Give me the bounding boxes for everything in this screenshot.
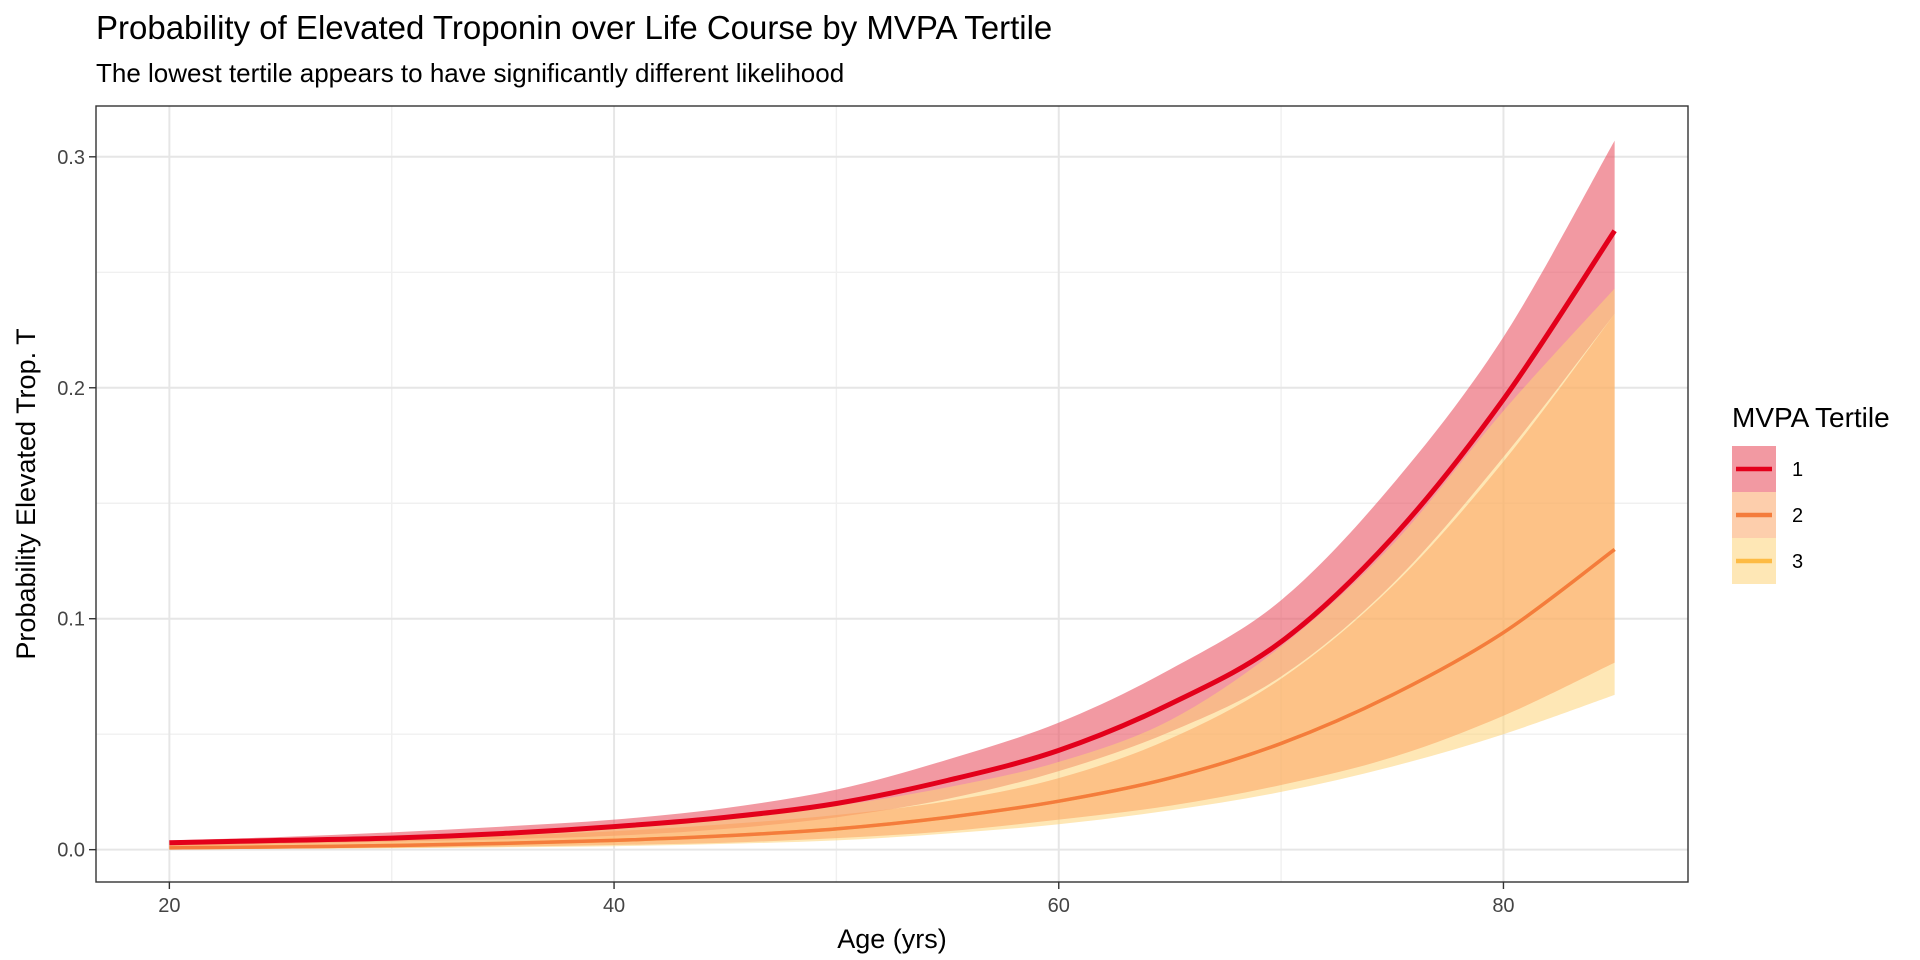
line-series-2 [169, 548, 1616, 850]
y-tick-label: 0.2 [57, 378, 85, 400]
chart-subtitle: The lowest tertile appears to have signi… [96, 58, 844, 88]
x-tick-label: 80 [1492, 895, 1514, 917]
legend-label-3: 3 [1792, 551, 1803, 573]
y-axis-title: Probability Elevated Trop. T [11, 328, 41, 659]
y-tick-label: 0.3 [57, 147, 85, 169]
series-lines [169, 229, 1617, 850]
y-axis: 0.0 0.1 0.2 0.3 [57, 147, 96, 862]
x-tick-label: 40 [603, 895, 625, 917]
legend-label-1: 1 [1792, 459, 1803, 481]
band-series-3 [169, 288, 1615, 850]
x-axis: 20 40 60 80 [158, 882, 1515, 917]
chart-title: Probability of Elevated Troponin over Li… [96, 9, 1052, 46]
x-tick-label: 60 [1048, 895, 1070, 917]
line-series-1 [169, 229, 1617, 846]
x-tick-label: 20 [158, 895, 180, 917]
grid [96, 106, 1688, 882]
y-tick-label: 0.0 [57, 840, 85, 862]
plot-panel-border [95, 105, 1689, 883]
legend-label-2: 2 [1792, 505, 1803, 527]
x-axis-title: Age (yrs) [837, 924, 947, 954]
confidence-bands [169, 140, 1615, 850]
band-series-2 [169, 313, 1615, 849]
legend-title: MVPA Tertile [1732, 402, 1890, 433]
legend: MVPA Tertile 1 2 3 [1732, 402, 1890, 584]
y-tick-label: 0.1 [57, 609, 85, 631]
